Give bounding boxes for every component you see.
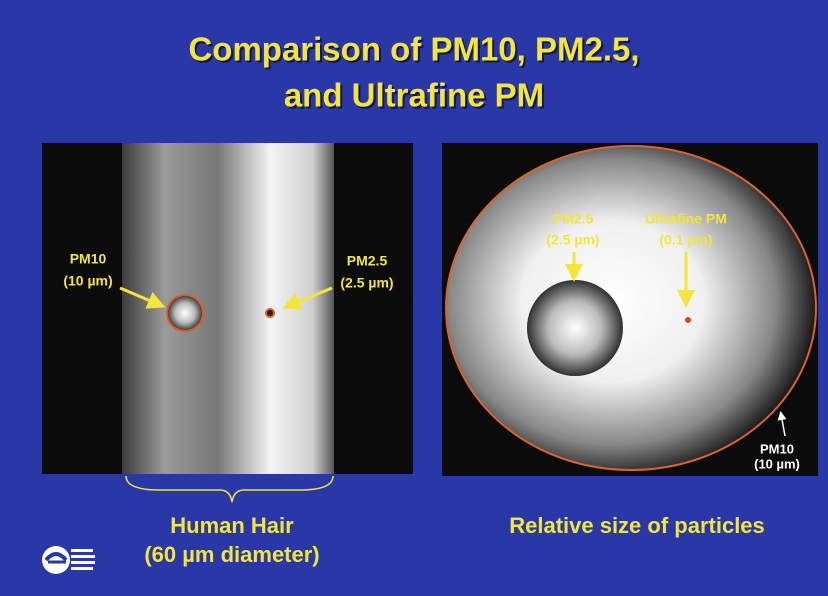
- slide: Comparison of PM10, PM2.5, and Ultrafine…: [0, 0, 828, 596]
- caption: Human Hair: [170, 513, 294, 538]
- pm25-particle: [527, 280, 623, 376]
- label: PM2.5: [553, 211, 594, 227]
- hair: [122, 143, 334, 474]
- label: (10 µm): [754, 456, 800, 471]
- label: PM10: [760, 441, 794, 456]
- label: PM2.5: [347, 253, 388, 269]
- bracket: [126, 476, 333, 502]
- title-line: and Ultrafine PM: [284, 77, 544, 114]
- pm25-particle: [266, 309, 274, 317]
- label: Ultrafine PM: [645, 211, 727, 227]
- caption: Relative size of particles: [509, 513, 765, 538]
- pm10-particle: [167, 295, 203, 331]
- pm10-particle: [446, 146, 816, 470]
- title-line: Comparison of PM10, PM2.5,: [188, 31, 639, 68]
- label: PM10: [70, 251, 107, 267]
- logo: [42, 546, 95, 574]
- label: (0.1 µm): [659, 232, 712, 248]
- caption: (60 µm diameter): [144, 542, 319, 567]
- label: (2.5 µm): [546, 232, 599, 248]
- label: (2.5 µm): [340, 275, 393, 291]
- ultrafine-particle: [685, 317, 691, 323]
- label: (10 µm): [63, 273, 112, 289]
